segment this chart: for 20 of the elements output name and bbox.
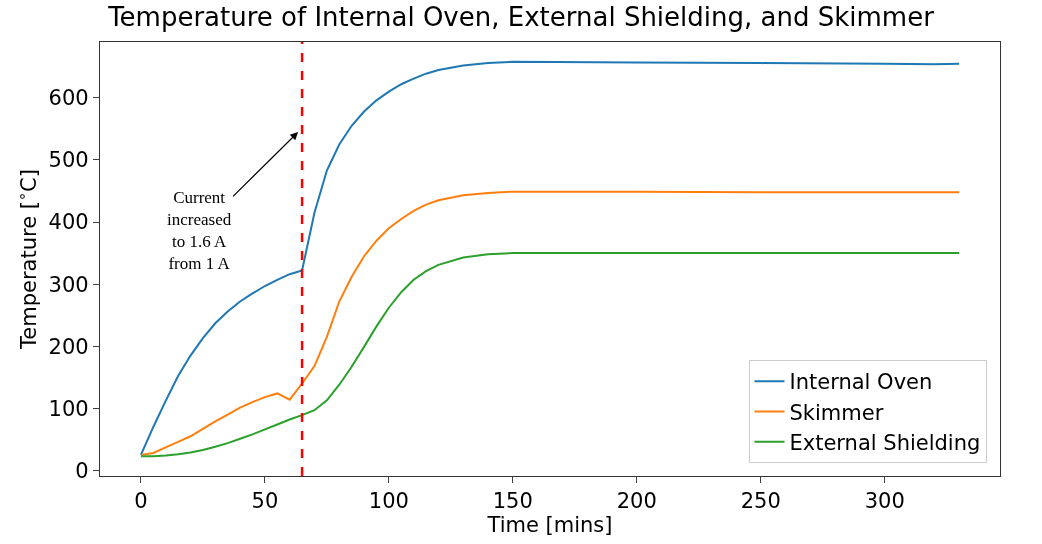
y-tick-label: 100: [48, 396, 89, 421]
y-tick-label: 500: [48, 148, 89, 173]
y-tick-label: 600: [48, 86, 89, 111]
x-tick-label: 100: [368, 489, 409, 514]
y-tick-label: 200: [48, 334, 89, 359]
x-tick-label: 200: [616, 489, 657, 514]
legend-label: Internal Oven: [789, 370, 933, 395]
annotation: Current increased to 1.6 A from 1 A: [167, 188, 232, 274]
x-tick-label: 0: [134, 489, 148, 514]
x-tick-label: 150: [492, 489, 533, 514]
chart-title: Temperature of Internal Oven, External Shielding, and Skimmer: [107, 2, 935, 33]
x-tick-label: 250: [740, 489, 781, 514]
legend-label: Skimmer: [789, 400, 884, 425]
x-tick-label: 300: [864, 489, 905, 514]
x-tick-label: 50: [251, 489, 279, 514]
x-axis-title: Time [mins]: [486, 513, 613, 538]
y-tick-label: 300: [48, 272, 89, 297]
y-tick-label: 400: [48, 210, 89, 235]
y-tick-label: 0: [75, 458, 89, 483]
legend-label: External Shielding: [789, 430, 981, 455]
